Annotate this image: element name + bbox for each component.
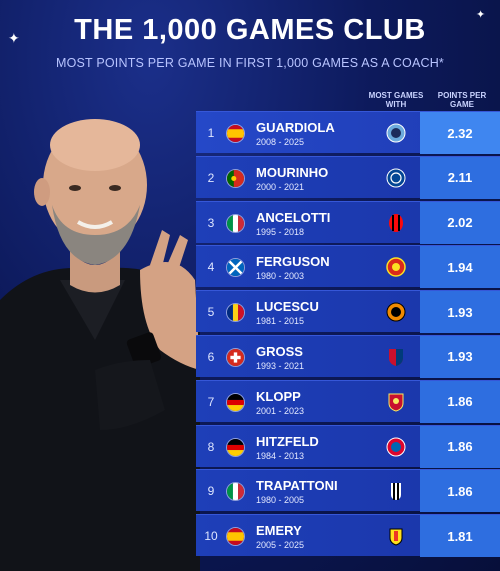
points-per-game-value: 1.86 [420, 470, 500, 513]
column-header-games-with: MOST GAMES WITH [368, 91, 424, 109]
basel-badge-icon [386, 347, 406, 367]
coach-years: 1981 - 2015 [256, 316, 305, 327]
rank-number: 7 [207, 394, 215, 409]
rank-number: 1 [207, 126, 215, 140]
rank-number: 6 [207, 349, 215, 364]
rank-number: 8 [207, 439, 215, 454]
table-row: 2 MOURINHO 2000 - 2021 2.11 [196, 155, 500, 199]
italy-flag-icon [226, 482, 245, 502]
coach-name: EMERY [256, 523, 302, 539]
coach-photo [0, 110, 200, 571]
table-row: 3 ANCELOTTI 1995 - 2018 2.02 [196, 200, 500, 244]
man-city-badge-icon [386, 123, 406, 143]
coach-years: 2001 - 2023 [256, 405, 305, 416]
rank-number: 4 [207, 260, 215, 275]
coach-name: ANCELOTTI [256, 209, 331, 225]
coach-name: FERGUSON [256, 254, 330, 270]
shakhtar-badge-icon [386, 302, 406, 322]
coach-years: 1980 - 2003 [256, 271, 305, 282]
page-title: THE 1,000 GAMES CLUB [74, 14, 426, 46]
coach-years: 1995 - 2018 [256, 226, 305, 237]
coach-years: 1980 - 2005 [256, 495, 305, 506]
table-row: 10 EMERY 2005 - 2025 1.81 [196, 514, 500, 558]
valencia-badge-icon [386, 526, 406, 546]
rank-number: 5 [207, 305, 215, 320]
coach-years: 1984 - 2013 [256, 450, 305, 461]
sparkle-icon: ✦ [476, 9, 486, 21]
juventus-badge-icon [386, 481, 406, 501]
liverpool-badge-icon [386, 392, 406, 412]
spain-flag-icon [226, 124, 245, 143]
rank-number: 10 [204, 529, 218, 544]
man-united-badge-icon [386, 257, 406, 278]
points-per-game-value: 2.32 [420, 112, 500, 154]
table-row: 8 HITZFELD 1984 - 2013 1.86 [196, 424, 500, 468]
coach-name: GROSS [256, 343, 303, 359]
ac-milan-badge-icon [386, 213, 406, 233]
coach-name: GUARDIOLA [256, 120, 335, 135]
page-subtitle: MOST POINTS PER GAME IN FIRST 1,000 GAME… [55, 56, 445, 70]
coach-name: KLOPP [256, 388, 301, 404]
rank-number: 2 [207, 170, 215, 185]
rank-number: 9 [207, 484, 215, 499]
germany-flag-icon [226, 437, 245, 457]
coach-years: 2000 - 2021 [256, 181, 305, 192]
coach-years: 2008 - 2025 [256, 137, 305, 147]
chelsea-badge-icon [386, 168, 406, 188]
romania-flag-icon [226, 303, 245, 323]
table-row: 5 LUCESCU 1981 - 2015 1.93 [196, 290, 500, 334]
table-row: 7 KLOPP 2001 - 2023 1.86 [196, 379, 500, 423]
points-per-game-value: 1.81 [420, 515, 500, 558]
coach-name: MOURINHO [256, 164, 329, 180]
switzerland-flag-icon [226, 347, 245, 367]
coach-years: 2005 - 2025 [256, 540, 305, 551]
coach-years: 1993 - 2021 [256, 360, 305, 371]
table-row: 6 GROSS 1993 - 2021 1.93 [196, 334, 500, 378]
points-per-game-value: 1.86 [420, 425, 500, 468]
spain-flag-icon [226, 527, 245, 547]
portugal-flag-icon [226, 168, 245, 188]
italy-flag-icon [226, 213, 245, 233]
table-row: 1 GUARDIOLA 2008 - 2025 2.32 [196, 111, 500, 154]
rank-number: 3 [207, 215, 215, 230]
germany-flag-icon [226, 392, 245, 412]
points-per-game-value: 2.02 [420, 201, 500, 244]
points-per-game-value: 1.86 [420, 380, 500, 423]
points-per-game-value: 2.11 [420, 156, 500, 199]
bayern-badge-icon [386, 437, 406, 457]
coach-name: TRAPATTONI [256, 478, 338, 494]
points-per-game-value: 1.93 [420, 335, 500, 378]
sparkle-icon: ✦ [8, 30, 20, 46]
coach-name: LUCESCU [256, 299, 319, 315]
points-per-game-value: 1.93 [420, 291, 500, 334]
column-header-points-per-game: POINTS PER GAME [437, 91, 487, 109]
coach-name: HITZFELD [256, 433, 319, 449]
table-row: 4 FERGUSON 1980 - 2003 1.94 [196, 245, 500, 289]
points-per-game-value: 1.94 [420, 246, 500, 289]
table-row: 9 TRAPATTONI 1980 - 2005 1.86 [196, 469, 500, 513]
scotland-flag-icon [226, 258, 245, 278]
ranking-table: 1 GUARDIOLA 2008 - 2025 2.32 2 MOURINHO … [196, 111, 500, 559]
